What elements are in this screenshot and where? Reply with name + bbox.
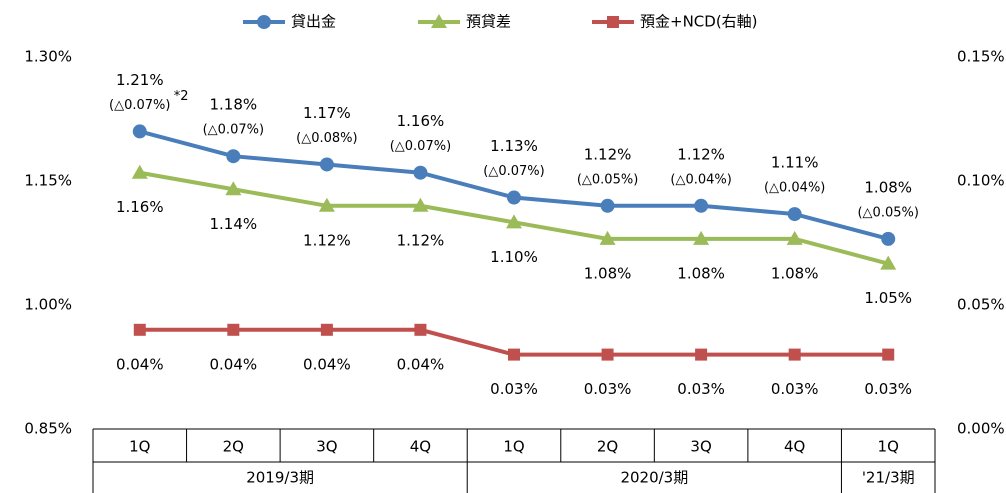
data-point xyxy=(694,198,709,213)
data-point xyxy=(319,157,334,172)
data-point xyxy=(506,214,522,229)
data-label: 1.12% xyxy=(303,231,351,249)
x-tick-label: 4Q xyxy=(410,438,431,456)
x-tick-label: 1Q xyxy=(129,438,150,456)
data-point xyxy=(787,207,802,222)
y2-tick-label: 0.15% xyxy=(957,48,1005,66)
change-label: (△0.05%) xyxy=(857,205,918,220)
data-point xyxy=(786,230,803,245)
note-mark: *2 xyxy=(174,89,189,104)
legend-label: 預貸差 xyxy=(466,13,511,31)
data-label: 1.16% xyxy=(397,112,445,130)
data-point xyxy=(507,190,521,205)
data-point xyxy=(133,323,146,336)
data-label: 1.21% xyxy=(116,71,164,89)
legend-marker xyxy=(431,14,447,28)
data-label: 1.16% xyxy=(116,198,164,216)
data-point xyxy=(412,197,429,212)
group-label: 2020/3期 xyxy=(620,469,688,487)
data-point xyxy=(695,348,708,361)
data-label: 1.08% xyxy=(864,178,912,196)
data-label: 1.18% xyxy=(210,96,258,114)
data-label: 1.08% xyxy=(677,264,725,282)
data-label: 0.03% xyxy=(771,380,819,398)
y2-tick-label: 0.05% xyxy=(957,296,1005,314)
data-point xyxy=(414,323,427,336)
y-tick-label: 0.85% xyxy=(24,420,72,438)
y-tick-label: 1.00% xyxy=(24,296,72,314)
data-point xyxy=(508,348,520,361)
legend-label: 預金+NCD(右軸) xyxy=(640,13,758,31)
legend-marker xyxy=(607,16,619,28)
data-label: 1.12% xyxy=(584,145,632,163)
x-tick-label: 1Q xyxy=(503,438,524,456)
data-label: 0.03% xyxy=(490,380,538,398)
x-tick-label: 3Q xyxy=(690,438,711,456)
data-label: 1.08% xyxy=(584,264,632,282)
y-tick-label: 1.15% xyxy=(24,172,72,190)
x-tick-label: 2Q xyxy=(223,438,244,456)
data-label: 1.05% xyxy=(864,289,912,307)
legend-marker xyxy=(257,15,271,29)
data-point xyxy=(600,198,615,213)
y2-tick-label: 0.00% xyxy=(957,420,1005,438)
data-label: 0.03% xyxy=(677,380,725,398)
change-label: (△0.05%) xyxy=(577,172,638,187)
data-point xyxy=(693,230,710,245)
data-point xyxy=(788,348,801,361)
data-point xyxy=(320,323,333,336)
data-point xyxy=(413,165,428,180)
x-tick-label: 1Q xyxy=(878,438,899,456)
data-point xyxy=(601,348,614,361)
group-label: 2019/3期 xyxy=(246,469,314,487)
data-label: 0.04% xyxy=(210,355,258,373)
change-label: (△0.04%) xyxy=(764,181,825,196)
data-label: 1.08% xyxy=(771,264,819,282)
data-label: 1.10% xyxy=(490,248,538,266)
data-label: 1.12% xyxy=(397,231,445,249)
change-label: (△0.08%) xyxy=(296,131,357,146)
data-label: 1.14% xyxy=(210,215,258,233)
change-label: (△0.07%) xyxy=(483,164,544,179)
data-label: 0.03% xyxy=(584,380,632,398)
data-label: 0.04% xyxy=(397,355,445,373)
legend-label: 貸出金 xyxy=(291,13,336,31)
data-point xyxy=(599,230,616,245)
data-point xyxy=(131,164,148,179)
data-point xyxy=(318,197,335,212)
change-label: (△0.04%) xyxy=(670,172,731,187)
data-point xyxy=(227,323,240,336)
x-tick-label: 3Q xyxy=(316,438,337,456)
data-label: 1.12% xyxy=(677,145,725,163)
data-label: 1.17% xyxy=(303,104,351,122)
change-label: (△0.07%) xyxy=(390,139,451,154)
data-point xyxy=(225,181,242,196)
data-label: 0.04% xyxy=(116,355,164,373)
change-label: (△0.07%) xyxy=(203,123,264,138)
x-tick-label: 4Q xyxy=(784,438,805,456)
data-point xyxy=(882,348,895,361)
data-label: 0.03% xyxy=(864,380,912,398)
y-tick-label: 1.30% xyxy=(24,48,72,66)
data-point xyxy=(226,149,241,164)
data-point xyxy=(880,255,897,270)
data-label: 0.04% xyxy=(303,355,351,373)
data-point xyxy=(132,124,147,139)
data-label: 1.13% xyxy=(490,137,538,155)
change-label: (△0.07%) xyxy=(109,98,170,113)
data-point xyxy=(881,231,896,246)
data-label: 1.11% xyxy=(771,154,819,172)
x-tick-label: 2Q xyxy=(597,438,618,456)
group-label: '21/3期 xyxy=(862,469,915,487)
y2-tick-label: 0.10% xyxy=(957,172,1005,190)
